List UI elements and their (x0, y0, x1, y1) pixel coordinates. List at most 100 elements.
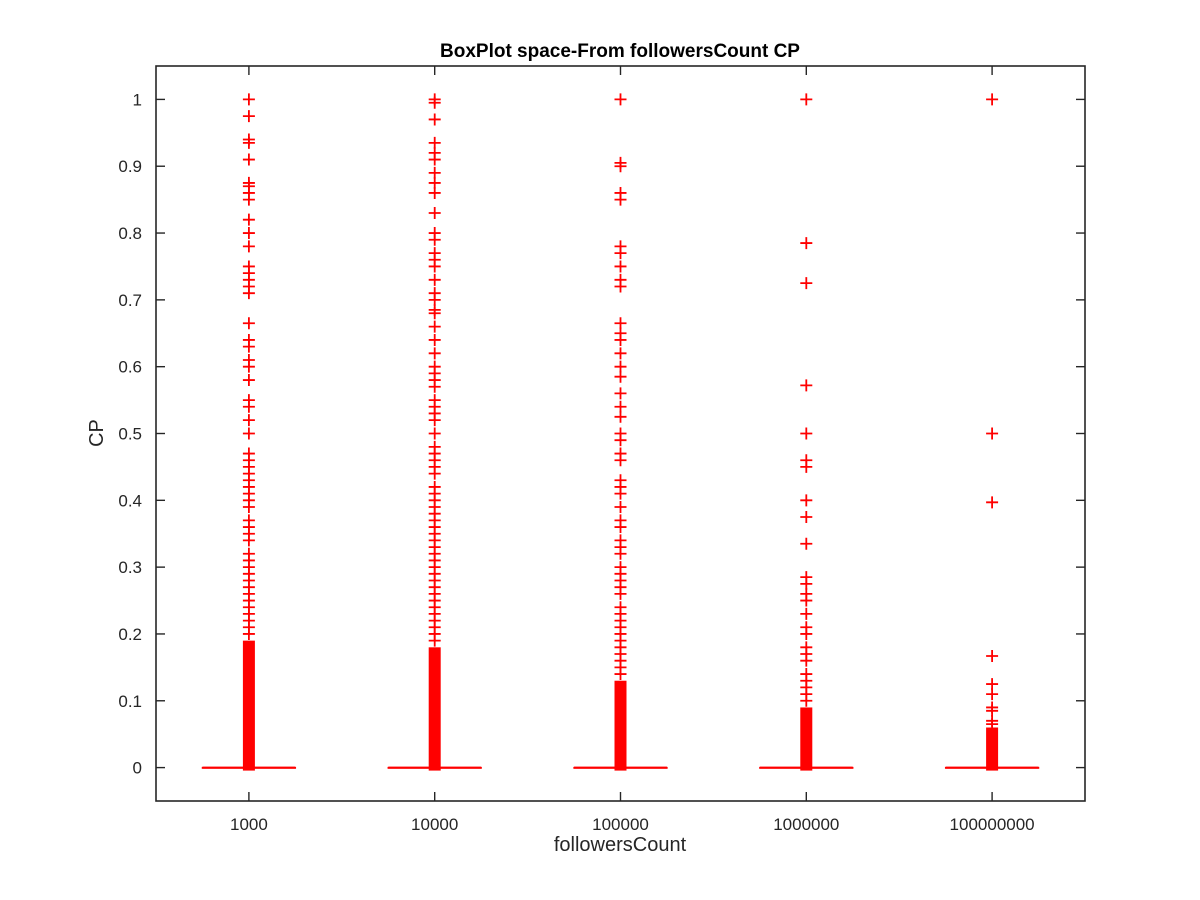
outlier-marker (242, 400, 255, 413)
outlier-dense-band (428, 647, 441, 771)
outlier-marker (242, 110, 255, 123)
outlier-marker (614, 668, 627, 681)
plot-layer (201, 93, 1040, 771)
outlier-marker (800, 277, 813, 290)
outlier-marker (800, 237, 813, 250)
outlier-marker (614, 260, 627, 273)
outlier-marker (800, 594, 813, 607)
y-tick-label: 0.6 (118, 358, 142, 377)
outlier-marker (986, 718, 999, 731)
outlier-marker (986, 704, 999, 717)
outlier-marker (800, 577, 813, 590)
outlier-marker (428, 260, 441, 273)
outlier-marker (242, 193, 255, 206)
outlier-marker (428, 207, 441, 219)
outlier-marker (428, 427, 441, 440)
outlier-marker (242, 213, 255, 226)
outlier-marker (428, 273, 441, 286)
outlier-marker (242, 360, 255, 373)
outlier-marker (800, 654, 813, 667)
y-tick-label: 0.3 (118, 558, 142, 577)
outlier-marker (800, 494, 813, 507)
outlier-marker (614, 160, 627, 173)
x-tick-label: 10000 (411, 815, 458, 834)
outlier-marker (242, 317, 255, 330)
outlier-marker (800, 379, 813, 392)
outlier-marker (614, 387, 627, 400)
outlier-marker (986, 496, 999, 509)
outlier-marker (428, 634, 441, 647)
outlier-marker (614, 587, 627, 600)
outlier-marker (800, 607, 813, 620)
outlier-dense-band (614, 680, 627, 771)
outlier-marker (242, 287, 255, 300)
outlier-marker (800, 511, 813, 524)
box-group (944, 93, 1040, 771)
box-group (387, 93, 482, 771)
outlier-marker (428, 136, 441, 149)
outlier-marker (242, 427, 255, 440)
y-tick-label: 0.9 (118, 157, 142, 176)
outlier-marker (986, 650, 999, 663)
outlier-marker (242, 414, 255, 427)
outlier-marker (986, 93, 999, 106)
outlier-marker (428, 307, 441, 320)
outlier-marker (242, 340, 255, 353)
outlier-dense-band (986, 727, 999, 771)
outlier-marker (428, 320, 441, 333)
axes-layer: 0 0.1 0.2 0.3 0.4 0.5 0.6 0.7 0.8 0.9 1 1000 10000 10… (118, 65, 1086, 834)
x-tick-label: 100000 (592, 815, 649, 834)
y-tick-label: 0.1 (118, 692, 142, 711)
outlier-marker (614, 521, 627, 534)
x-tick-label: 100000000 (950, 815, 1035, 834)
outlier-marker (614, 454, 627, 467)
outlier-marker (614, 370, 627, 383)
outlier-marker (614, 317, 627, 330)
box-group (573, 93, 668, 771)
outlier-marker (428, 233, 441, 246)
outlier-marker (986, 427, 999, 440)
y-tick-label: 0.8 (118, 224, 142, 243)
y-tick-label: 1 (133, 90, 142, 109)
y-tick-label: 0.7 (118, 291, 142, 310)
outlier-marker (242, 136, 255, 149)
outlier-marker (614, 400, 627, 413)
outlier-marker (428, 380, 441, 393)
outlier-marker (428, 153, 441, 166)
outlier-marker (428, 186, 441, 199)
outlier-marker (242, 374, 255, 387)
outlier-marker (800, 627, 813, 640)
outlier-marker (614, 487, 627, 500)
x-axis-label: followersCount (554, 834, 687, 856)
x-tick-label: 1000 (230, 815, 268, 834)
outlier-marker (800, 427, 813, 440)
outlier-marker (614, 247, 627, 260)
y-tick-label: 0 (133, 759, 142, 778)
chart-title: BoxPlot space-From followersCount CP (440, 41, 800, 62)
outlier-marker (614, 333, 627, 346)
outlier-marker (428, 414, 441, 427)
outlier-marker (614, 193, 627, 206)
outlier-marker (242, 627, 255, 640)
outlier-marker (428, 333, 441, 346)
outlier-marker (428, 176, 441, 189)
outlier-marker (242, 501, 255, 513)
outlier-marker (614, 434, 627, 447)
outlier-marker (986, 688, 999, 701)
outlier-marker (614, 347, 627, 360)
outlier-marker (614, 360, 627, 373)
x-tick-label: 1000000 (773, 815, 839, 834)
outlier-marker (242, 534, 255, 547)
outlier-marker (986, 678, 999, 691)
outlier-marker (242, 240, 255, 253)
y-axis-label: CP (86, 419, 108, 447)
y-tick-label: 0.5 (118, 425, 142, 444)
outlier-dense-band (242, 640, 255, 771)
outlier-marker (800, 460, 813, 473)
outlier-marker (800, 694, 813, 707)
y-tick-label: 0.2 (118, 625, 142, 644)
box-group (201, 93, 297, 771)
outlier-marker (614, 501, 627, 513)
